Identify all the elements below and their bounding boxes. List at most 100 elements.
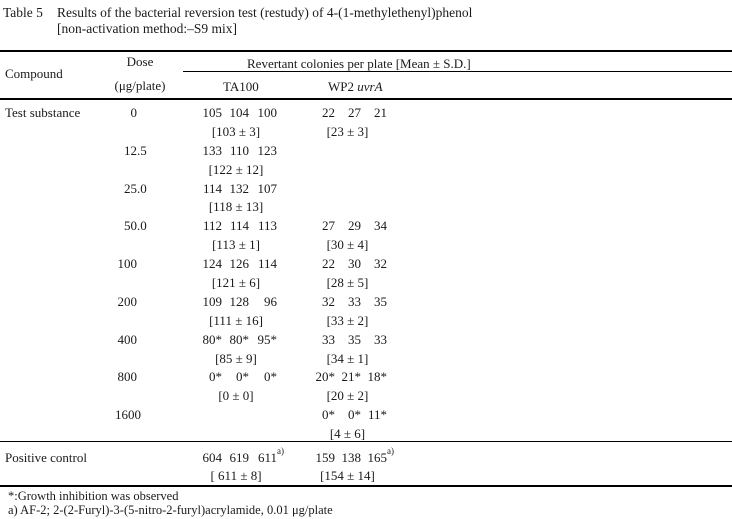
dose-value: 100: [117, 256, 138, 272]
table-row-mean: [0 ± 0] [20 ± 2]: [0, 388, 732, 407]
value-cell: 0*: [322, 407, 335, 423]
value-cell: 126: [229, 256, 250, 272]
value-cell: 132: [229, 180, 250, 196]
value-cell: 35: [348, 331, 361, 347]
positive-control-section: Positive control 604 619 611 a) 159 138 1…: [0, 442, 732, 486]
value-cell: 619: [229, 450, 250, 465]
value-cell: 109: [202, 293, 223, 309]
footnote-marker: a): [277, 446, 284, 456]
col-header-dose: Dose: [126, 54, 154, 69]
col-header-revertant: Revertant colonies per plate [Mean ± S.D…: [247, 56, 471, 71]
value-cell: 165 a): [367, 446, 395, 465]
table-row-mean: [4 ± 6]: [0, 426, 732, 445]
mean-cell: [33 ± 2]: [326, 312, 369, 328]
col-header-compound: Compound: [5, 66, 63, 81]
table-row: 200 109 128 96 32 33 35: [0, 294, 732, 313]
mean-cell: [113 ± 1]: [212, 237, 260, 253]
dose-value: 25: [124, 180, 137, 196]
value-cell: 33: [348, 293, 361, 309]
positive-control-rule: [0, 441, 732, 442]
value-cell: 32: [322, 293, 335, 309]
col-header-wp2-uvra: WP2 uvrA: [328, 79, 383, 94]
value-cell: 21: [374, 105, 387, 120]
dose-fraction: .5: [137, 142, 147, 158]
value-cell: 96: [264, 293, 277, 309]
value-cell: 100: [257, 105, 278, 120]
mean-cell: [20 ± 2]: [326, 388, 369, 404]
table-row: 800 0* 0* 0* 20* 21* 18*: [0, 369, 732, 388]
mean-cell: [103 ± 3]: [211, 123, 261, 139]
header-bottom-rule: [0, 98, 732, 100]
value-cell: 20*: [315, 369, 336, 385]
value-cell: 138: [341, 450, 362, 465]
value-cell: 80*: [229, 331, 250, 347]
compound-label: Test substance: [5, 105, 81, 120]
table-row: 25.0 114 132 107: [0, 181, 732, 200]
mean-cell: [4 ± 6]: [329, 426, 366, 442]
value-cell: 604: [202, 450, 223, 465]
mean-cell: [30 ± 4]: [326, 237, 369, 253]
value-cell: 18*: [367, 369, 388, 385]
value-cell: 29: [348, 218, 361, 234]
revertant-subrule: [183, 71, 732, 72]
col-header-ta100: TA100: [223, 79, 259, 94]
value-cell: 114: [229, 218, 249, 234]
table-row-mean: [111 ± 16] [33 ± 2]: [0, 313, 732, 332]
mean-cell: [85 ± 9]: [215, 350, 257, 366]
dose-value: 12: [124, 142, 137, 158]
table-subtitle: [non-activation method:–S9 mix]: [57, 21, 237, 36]
dose-fraction: .0: [137, 218, 147, 234]
mean-cell: [118 ± 13]: [208, 199, 264, 215]
value-cell: 105: [202, 105, 223, 120]
value-cell: 114: [257, 256, 277, 272]
value-cell: 22: [322, 105, 335, 120]
mean-cell: [34 ± 1]: [326, 350, 369, 366]
value-cell: 114: [202, 180, 222, 196]
mean-cell: [28 ± 5]: [326, 275, 369, 291]
table-row: Positive control 604 619 611 a) 159 138 1…: [0, 446, 732, 468]
footnote-a: a) AF-2; 2-(2-Furyl)-3-(5-nitro-2-furyl)…: [8, 503, 333, 517]
dose-value: 50: [124, 218, 137, 234]
dose-fraction: .0: [137, 180, 147, 196]
mean-cell: [0 ± 0]: [218, 388, 254, 404]
table-row-mean: [ 611 ± 8] [154 ± 14]: [0, 468, 732, 486]
value-cell: 113: [257, 218, 277, 234]
value-cell: 110: [229, 142, 249, 158]
dose-value: 400: [117, 331, 138, 347]
value-cell: 27: [322, 218, 335, 234]
value-cell: 22: [322, 256, 335, 272]
value-cell: 33: [374, 331, 387, 347]
value-cell: 35: [374, 293, 387, 309]
value-cell: 159: [315, 450, 336, 465]
table-row-mean: [113 ± 1] [30 ± 4]: [0, 237, 732, 256]
col-header-dose-unit: (μg/plate): [114, 78, 166, 93]
value-cell: 124: [202, 256, 223, 272]
mean-cell: [121 ± 6]: [211, 275, 261, 291]
table-row: Test substance 0 105 104 100 22 27 21: [0, 105, 732, 124]
value-cell: 0*: [348, 407, 361, 423]
table-row-mean: [118 ± 13]: [0, 199, 732, 218]
table-row: 400 80* 80* 95* 33 35 33: [0, 332, 732, 351]
table-row-mean: [121 ± 6] [28 ± 5]: [0, 275, 732, 294]
value-cell: 123: [257, 142, 278, 158]
mean-cell: [111 ± 16]: [209, 312, 263, 328]
table-row: 100 124 126 114 22 30 32: [0, 256, 732, 275]
dose-value: 1600: [115, 407, 141, 423]
value-cell: 34: [374, 218, 387, 234]
table-row: 12.5 133 110 123: [0, 143, 732, 162]
value-cell: 27: [348, 105, 361, 120]
value-cell: 133: [202, 142, 223, 158]
value-cell: 0*: [264, 369, 277, 385]
mean-cell: [23 ± 3]: [326, 123, 369, 139]
dose-value: 0: [130, 105, 138, 120]
table-row: 50.0 112 114 113 27 29 34: [0, 218, 732, 237]
value-cell: 112: [202, 218, 222, 234]
table-body: Test substance 0 105 104 100 22 27 21 [103 ± 3][…: [0, 100, 732, 445]
value-cell: 95*: [257, 331, 278, 347]
dose-value: 800: [117, 369, 138, 385]
table-row-mean: [122 ± 12]: [0, 162, 732, 181]
table-row-mean: [85 ± 9] [34 ± 1]: [0, 351, 732, 370]
value-cell: 33: [322, 331, 335, 347]
value-cell: 128: [229, 293, 250, 309]
